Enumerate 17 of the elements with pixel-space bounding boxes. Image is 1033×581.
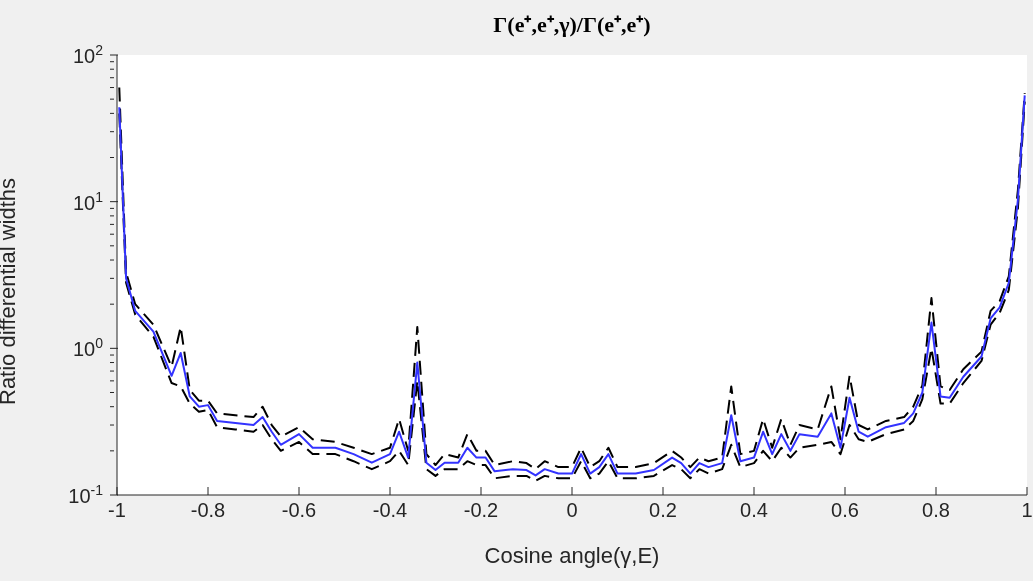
y-tick-label: 10$^{-1}$ (68, 482, 104, 507)
x-tick-label: 0.2 (649, 499, 677, 522)
chart-title: Γ(e⁺,e⁺,γ)/Γ(e⁺,e⁺) (492, 11, 652, 38)
x-tick-label: 0.4 (740, 499, 768, 522)
y-tick-label: 10$^{0}$ (72, 335, 104, 361)
x-tick-label: 1 (1021, 499, 1033, 522)
x-tick-label: 0.6 (831, 499, 859, 522)
x-tick-label: -0.4 (372, 499, 408, 522)
x-tick-label: -1 (108, 499, 126, 522)
x-tick-label: 0.8 (922, 499, 950, 522)
y-tick-label: 10$^{2}$ (72, 42, 104, 67)
x-tick-label: 0 (566, 499, 578, 522)
x-axis-title: Cosine angle(γ,E) (484, 543, 660, 568)
x-tick-label: -0.2 (463, 499, 499, 522)
x-tick-label: -0.6 (281, 499, 317, 522)
y-tick-label: 10$^{1}$ (72, 188, 104, 214)
x-tick-label: -0.8 (190, 499, 226, 522)
